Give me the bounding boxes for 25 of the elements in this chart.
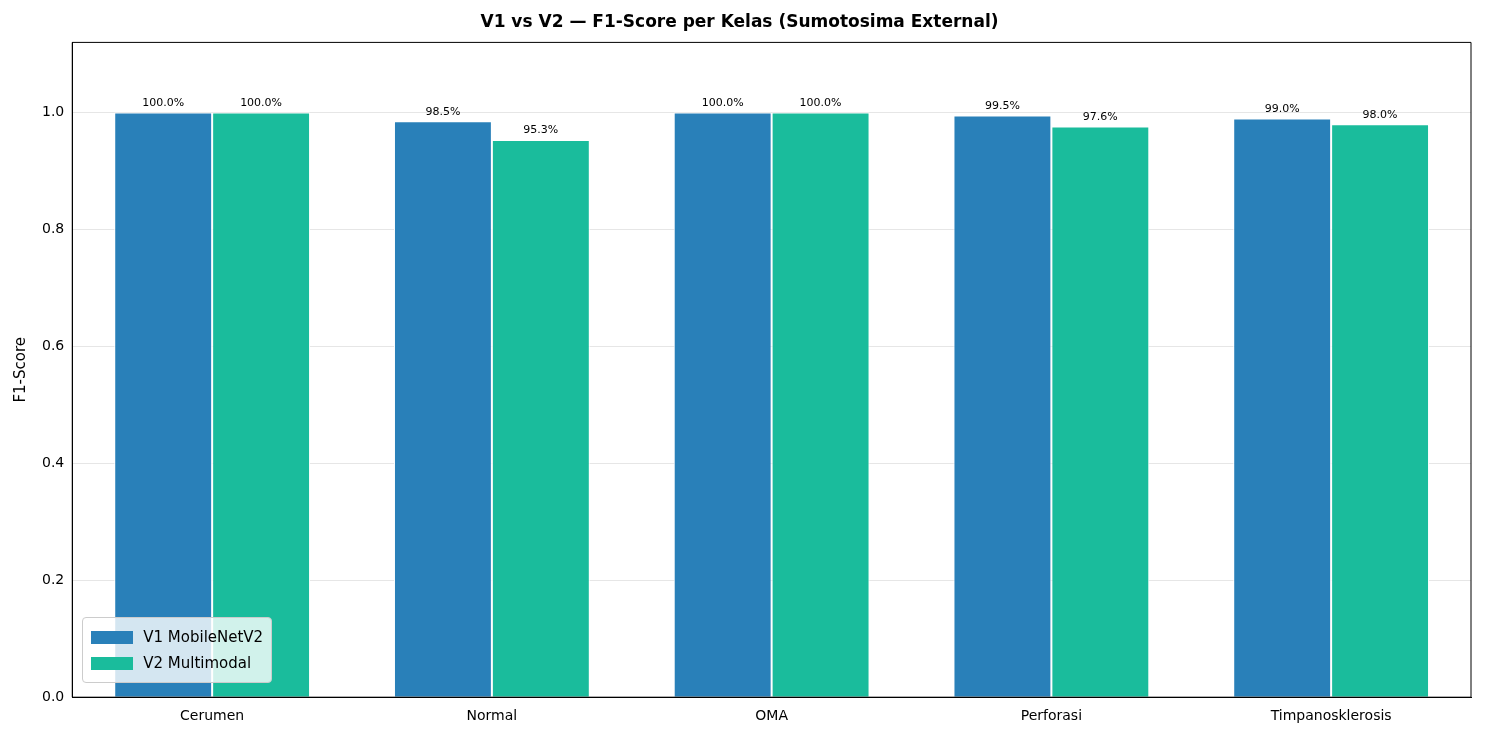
y-tick-label: 1.0 bbox=[42, 103, 65, 120]
y-tick-label: 0.4 bbox=[42, 453, 65, 470]
data-label: 100.0% bbox=[240, 95, 283, 109]
y-tick-label: 0.6 bbox=[42, 337, 65, 354]
data-label: 99.5% bbox=[984, 98, 1020, 112]
data-label: 99.0% bbox=[1264, 101, 1300, 115]
data-label: 97.6% bbox=[1082, 109, 1118, 123]
x-tick-label: Perforasi bbox=[1020, 707, 1083, 724]
y-tick-label: 0.0 bbox=[42, 687, 65, 704]
data-label: 100.0% bbox=[142, 95, 185, 109]
x-tick-label: Timpanosklerosis bbox=[1269, 707, 1392, 724]
y-tick-label: 0.2 bbox=[42, 570, 65, 587]
y-axis-title: F1-Score bbox=[10, 337, 29, 403]
x-tick-label: OMA bbox=[755, 707, 789, 724]
y-tick-label: 0.8 bbox=[42, 220, 65, 237]
data-label: 98.5% bbox=[425, 104, 461, 118]
data-label: 98.0% bbox=[1362, 107, 1398, 121]
legend-label: V2 Multimodal bbox=[143, 653, 252, 675]
x-tick-label: Normal bbox=[466, 707, 518, 724]
chart-title: V1 vs V2 — F1-Score per Kelas (Sumotosima External) bbox=[480, 10, 999, 31]
data-label: 100.0% bbox=[701, 95, 744, 109]
data-label: 100.0% bbox=[799, 95, 842, 109]
x-tick-label: Cerumen bbox=[180, 707, 245, 724]
legend-label: V1 MobileNetV2 bbox=[143, 627, 264, 649]
data-label: 95.3% bbox=[523, 123, 559, 137]
